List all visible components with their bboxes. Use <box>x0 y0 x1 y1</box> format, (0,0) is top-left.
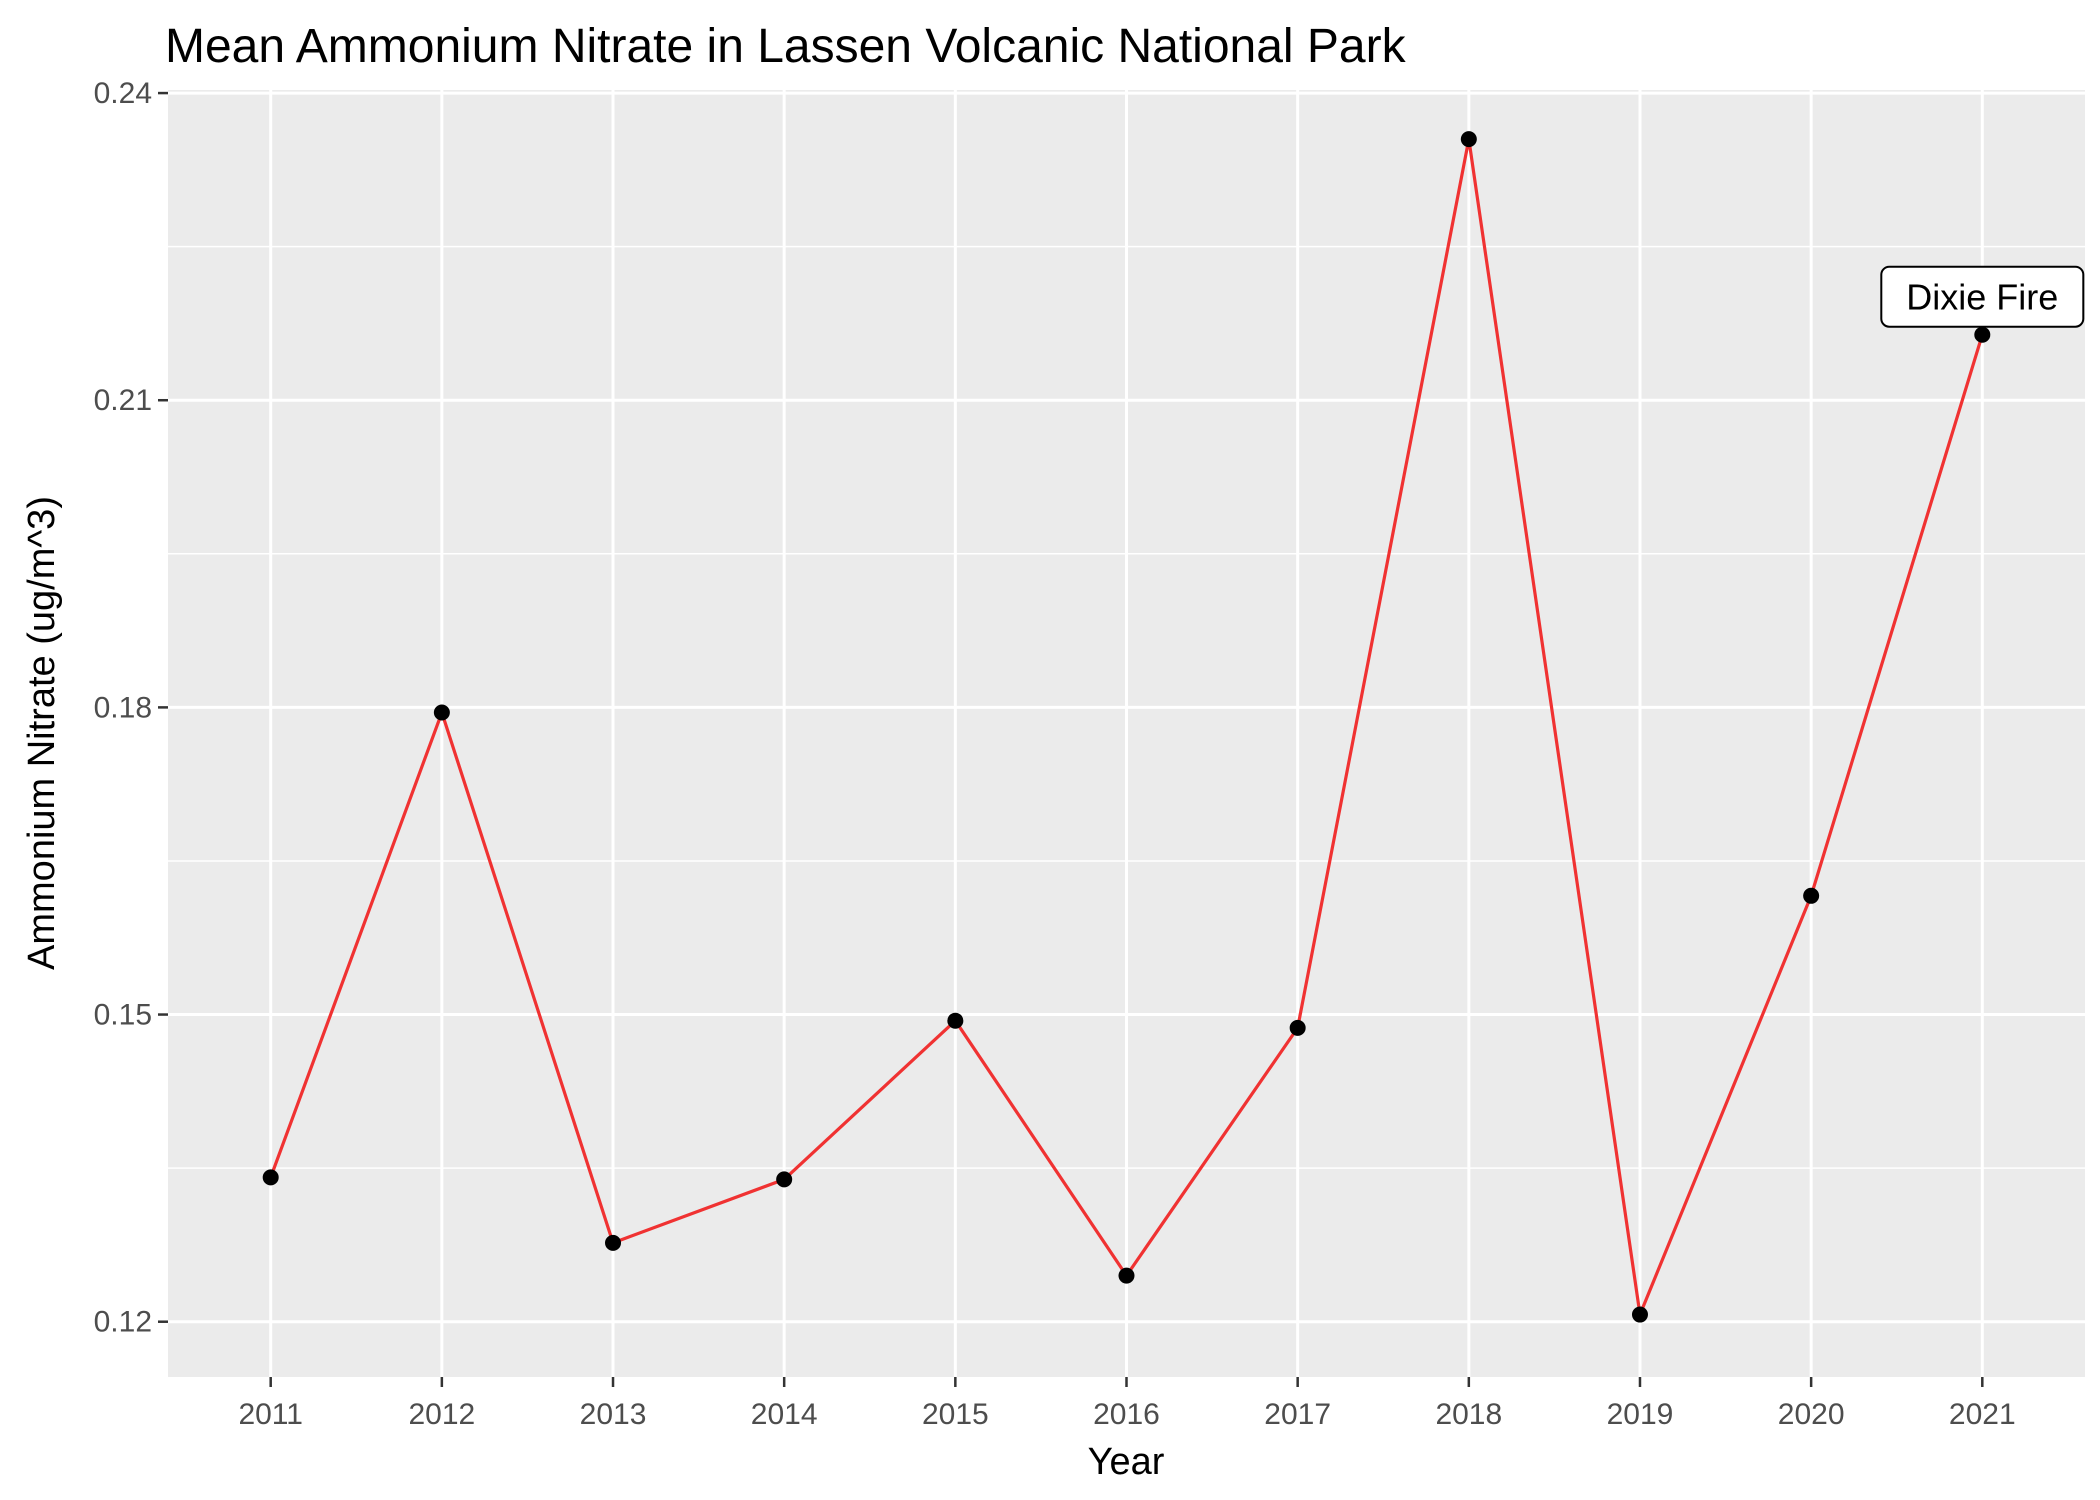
y-axis-title: Ammonium Nitrate (ug/m^3) <box>21 496 63 970</box>
x-tick-label: 2013 <box>580 1398 647 1431</box>
data-point <box>1803 887 1820 904</box>
data-point <box>1974 326 1991 343</box>
data-point <box>605 1234 622 1251</box>
x-tick-label: 2020 <box>1778 1398 1845 1431</box>
annotation-box <box>1880 265 2085 328</box>
annotation-label: Dixie Fire <box>1906 277 2058 318</box>
data-point <box>776 1171 793 1188</box>
x-axis-title: Year <box>1088 1441 1165 1483</box>
annotations: Dixie Fire <box>1880 265 2085 328</box>
y-tick-label: 0.12 <box>94 1306 152 1339</box>
data-point <box>947 1012 964 1029</box>
x-tick-label: 2014 <box>751 1398 818 1431</box>
data-point <box>1289 1019 1306 1036</box>
x-tick-label: 2019 <box>1607 1398 1674 1431</box>
x-axis: 2011 2012 2013 2014 2015 2016 2017 2018 2019 2020… <box>238 1377 2016 1431</box>
y-tick-label: 0.21 <box>94 384 152 417</box>
y-tick-label: 0.24 <box>94 77 152 110</box>
data-point <box>262 1169 279 1186</box>
data-point <box>433 704 450 721</box>
data-point <box>1118 1267 1135 1284</box>
data-point <box>1631 1306 1648 1323</box>
x-tick-label: 2018 <box>1435 1398 1502 1431</box>
y-tick-label: 0.18 <box>94 691 152 724</box>
x-tick-label: 2017 <box>1264 1398 1331 1431</box>
x-tick-label: 2011 <box>238 1398 303 1431</box>
chart-title: Mean Ammonium Nitrate in Lassen Volcanic… <box>165 20 1407 73</box>
y-axis: 0.12 0.15 0.18 0.21 0.24 <box>94 77 168 1339</box>
gridlines <box>168 90 2085 1377</box>
x-tick-label: 2021 <box>1949 1398 2016 1431</box>
x-tick-label: 2012 <box>408 1398 475 1431</box>
series-points <box>262 131 1991 1323</box>
data-point <box>1460 131 1477 148</box>
y-tick-label: 0.15 <box>94 999 152 1032</box>
x-tick-label: 2016 <box>1093 1398 1160 1431</box>
x-tick-label: 2015 <box>922 1398 989 1431</box>
